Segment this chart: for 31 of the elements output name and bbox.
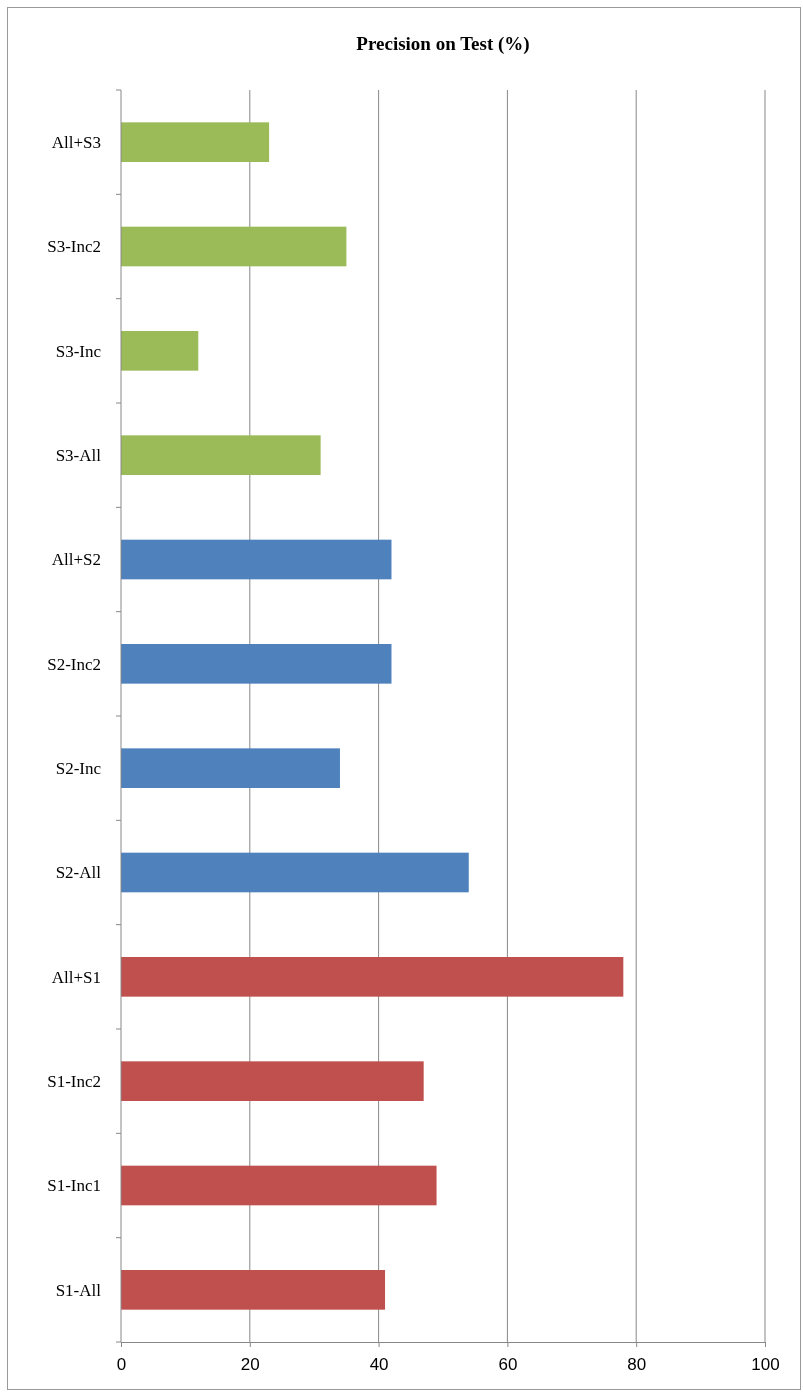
x-tick-label: 0 (116, 1355, 127, 1375)
x-tick-label: 40 (369, 1355, 389, 1375)
x-tick-label: 60 (498, 1355, 518, 1375)
y-tick-label: S2-All (55, 863, 102, 883)
bar (121, 1165, 437, 1206)
bar (121, 1061, 424, 1101)
y-tick-label: S3-Inc (55, 341, 102, 361)
bar (121, 331, 199, 371)
y-tick-label: S3-Inc2 (47, 237, 101, 257)
y-tick-label: S2-Inc2 (47, 654, 101, 674)
bar (121, 1270, 386, 1310)
x-tick-label: 100 (751, 1355, 780, 1375)
bar (121, 957, 624, 997)
bar (121, 435, 321, 475)
y-tick-label: S2-Inc (55, 759, 102, 779)
x-tick-label: 80 (627, 1355, 647, 1375)
y-tick-label: S1-All (55, 1280, 102, 1300)
bar (121, 852, 469, 893)
chart-title: Precision on Test (%) (356, 33, 530, 55)
bar (121, 226, 347, 267)
y-tick-label: S1-Inc1 (47, 1176, 101, 1196)
bar (121, 644, 392, 684)
y-tick-label: S1-Inc2 (47, 1072, 101, 1092)
y-tick-label: All+S3 (51, 133, 101, 153)
y-tick-label: S3-All (55, 446, 102, 466)
y-tick-label: All+S2 (51, 550, 101, 570)
bar (121, 748, 340, 788)
y-tick-label: All+S1 (51, 967, 101, 987)
bar (121, 122, 270, 162)
bar (121, 539, 392, 580)
x-tick-label: 20 (240, 1355, 260, 1375)
